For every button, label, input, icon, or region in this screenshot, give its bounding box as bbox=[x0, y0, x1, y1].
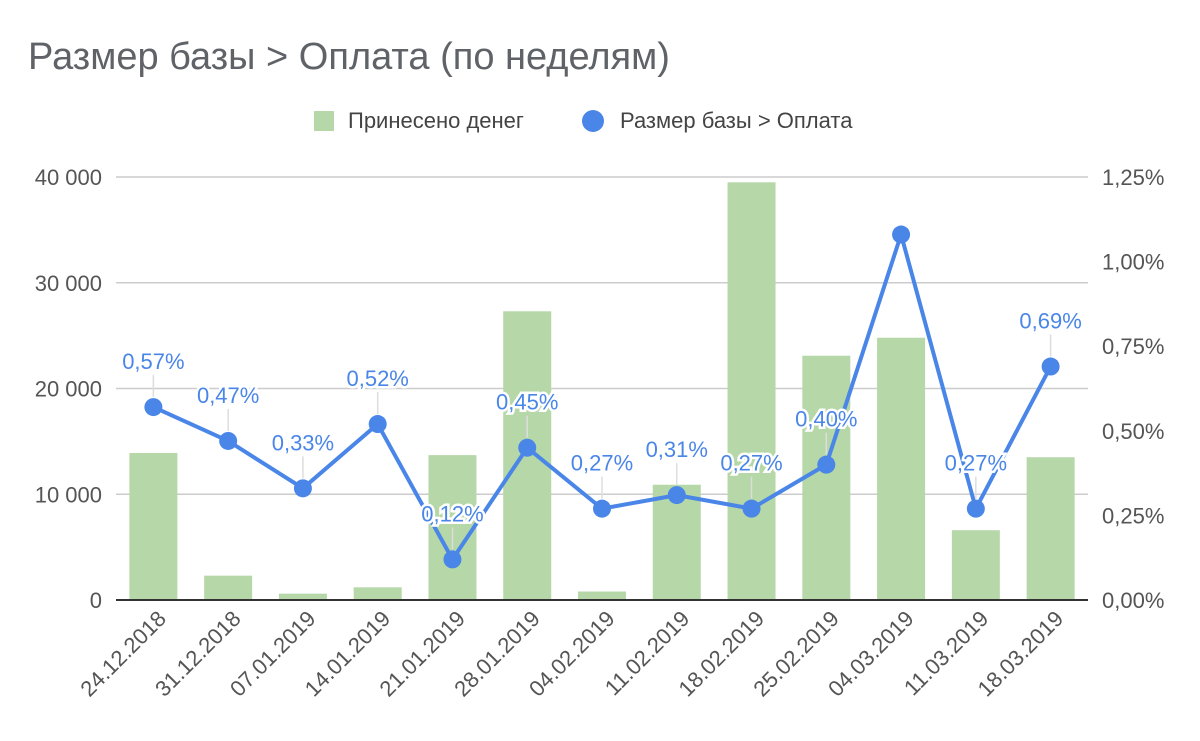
line-point bbox=[1041, 357, 1060, 376]
data-label: 0,57% bbox=[122, 349, 184, 374]
line-point bbox=[368, 415, 387, 434]
y-right-tick-label: 0,25% bbox=[1102, 503, 1164, 528]
bar bbox=[278, 593, 327, 600]
bar bbox=[204, 575, 253, 600]
data-label: 0,52% bbox=[346, 366, 408, 391]
data-label: 0,27% bbox=[945, 451, 1007, 476]
legend-item-line[interactable]: Размер базы > Оплата bbox=[582, 108, 852, 134]
legend-bars-label: Принесено денег bbox=[348, 108, 524, 133]
bar bbox=[353, 587, 402, 600]
line-point bbox=[219, 431, 238, 450]
line-point bbox=[966, 499, 985, 518]
bar bbox=[877, 337, 926, 600]
y-left-tick-label: 40 000 bbox=[35, 165, 102, 190]
bar bbox=[578, 591, 626, 600]
data-label: 0,33% bbox=[272, 430, 334, 455]
legend-bar-swatch bbox=[314, 111, 334, 131]
legend: Принесено денег Размер базы > Оплата bbox=[0, 108, 1200, 144]
y-left-tick-label: 10 000 bbox=[35, 482, 102, 507]
line-point bbox=[817, 455, 836, 474]
data-label: 0,31% bbox=[646, 437, 708, 462]
line-point bbox=[518, 438, 537, 457]
y-left-tick-label: 30 000 bbox=[35, 271, 102, 296]
legend-item-bars[interactable]: Принесено денег bbox=[314, 108, 524, 134]
data-label: 0,12% bbox=[421, 501, 483, 526]
bar bbox=[129, 453, 178, 600]
y-right-tick-label: 1,00% bbox=[1102, 250, 1164, 275]
legend-line-label: Размер базы > Оплата bbox=[620, 108, 853, 133]
line-point bbox=[293, 479, 312, 498]
y-left-tick-label: 20 000 bbox=[35, 377, 102, 402]
data-label: 0,45% bbox=[496, 390, 558, 415]
chart-title: Размер базы > Оплата (по неделям) bbox=[28, 36, 670, 78]
bar bbox=[727, 182, 776, 600]
line-point bbox=[667, 486, 686, 505]
data-label: 0,27% bbox=[720, 451, 782, 476]
y-right-tick-label: 0,75% bbox=[1102, 334, 1164, 359]
line-point bbox=[892, 225, 911, 244]
bar bbox=[951, 530, 1000, 600]
data-label: 0,47% bbox=[197, 383, 259, 408]
line-point bbox=[443, 550, 462, 569]
bar bbox=[1026, 457, 1075, 600]
line-point bbox=[593, 499, 611, 518]
line-point bbox=[144, 398, 163, 417]
line-point bbox=[742, 499, 761, 518]
data-label: 0,27% bbox=[571, 451, 633, 476]
legend-line-swatch bbox=[582, 110, 604, 132]
y-right-tick-label: 0,50% bbox=[1102, 419, 1164, 444]
y-right-tick-label: 1,25% bbox=[1102, 165, 1164, 190]
data-label: 0,69% bbox=[1019, 309, 1081, 334]
bar bbox=[802, 355, 851, 600]
y-left-tick-label: 0 bbox=[90, 588, 102, 613]
y-right-tick-label: 0,00% bbox=[1102, 588, 1164, 613]
data-label: 0,40% bbox=[795, 407, 857, 432]
